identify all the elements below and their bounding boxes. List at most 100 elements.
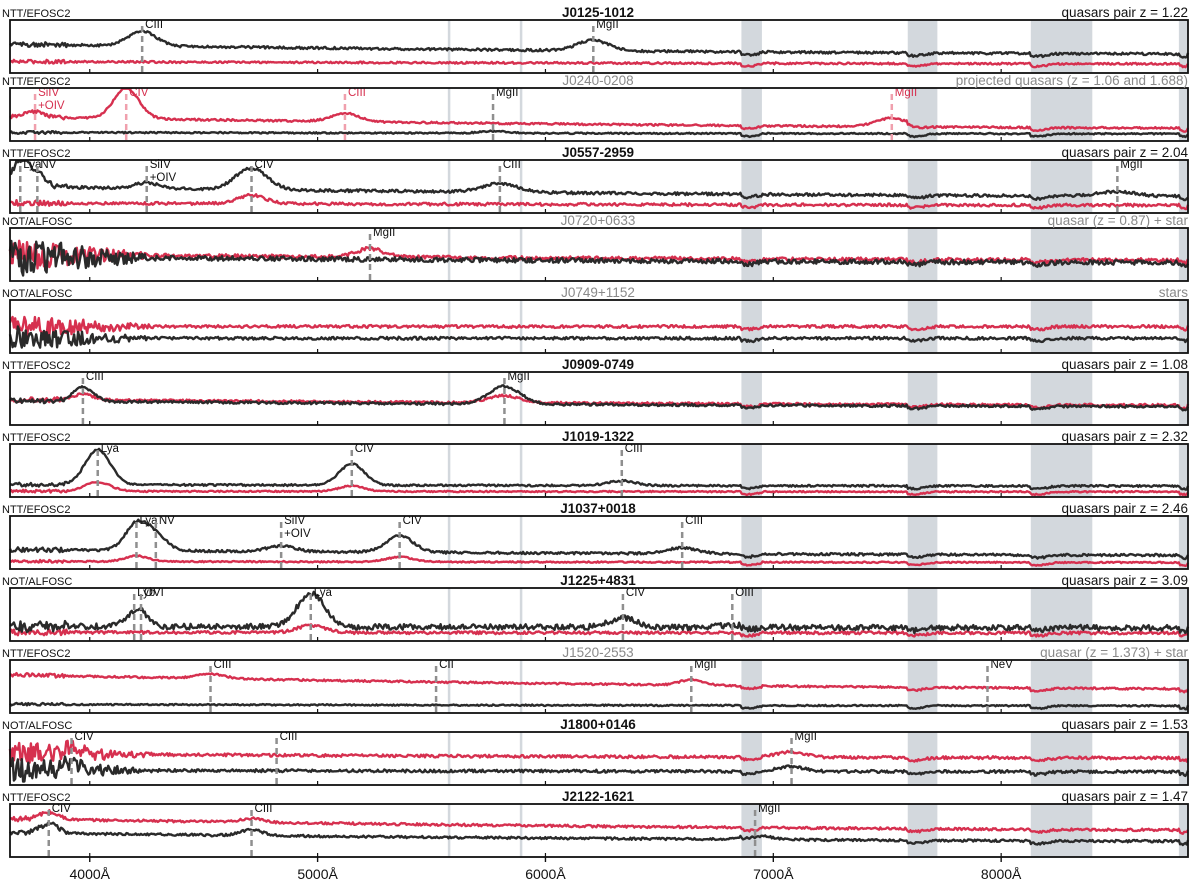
panel-j1520-2553: CIII CII MgII NeV NTT/EFOSC2 J1520-2553 quasar…: [2, 645, 1190, 714]
panel-frame: [9, 371, 1189, 426]
line-label: CIII: [255, 803, 273, 815]
instrument-label: NOT/ALFOSC: [2, 576, 72, 588]
x-tick-label: 6000Å: [525, 866, 566, 882]
line-label: CIV: [255, 159, 274, 171]
line-label: SiIV +OIV: [38, 87, 65, 112]
panel-frame: [9, 87, 1189, 142]
telluric-band-3: [1178, 444, 1188, 497]
instrument-label: NTT/EFOSC2: [2, 76, 70, 88]
telluric-band-1: [907, 160, 938, 213]
instrument-label: NOT/ALFOSC: [2, 288, 72, 300]
panel-description: quasars pair z = 1.53: [1062, 717, 1188, 732]
x-tick-label: 7000Å: [753, 866, 794, 882]
spectrum-black: [8, 518, 1190, 561]
line-label: CIV: [129, 87, 149, 99]
panel-frame: [9, 803, 1189, 858]
instrument-label: NTT/EFOSC2: [2, 8, 70, 20]
spectrum-black: [9, 701, 1190, 711]
spectrum-red: [8, 315, 1190, 338]
x-tick-label: 5000Å: [297, 866, 338, 882]
spectrum-black: [9, 755, 1190, 783]
panel-description: quasars pair z = 1.08: [1062, 357, 1188, 372]
instrument-label: NTT/EFOSC2: [2, 432, 70, 444]
panel-frame: [9, 659, 1189, 714]
spectrum-red: [9, 671, 1190, 694]
panel-j0240-0208: SiIV +OIV CIV CIII MgII MgII NTT/EFOSC2 J0240-0…: [2, 73, 1190, 142]
line-label: MgII: [496, 87, 518, 99]
telluric-band-3: [1178, 516, 1188, 569]
telluric-band-0: [741, 228, 762, 281]
panel-frame: [9, 587, 1189, 642]
line-label: MgII: [507, 371, 529, 383]
line-label: MgII: [694, 659, 716, 671]
telluric-band-0: [741, 20, 762, 73]
spectrum-black: [9, 129, 1189, 139]
panel-j0909-0749: CIII MgII NTT/EFOSC2 J0909-0749 quasars pair…: [2, 357, 1190, 426]
panel-j2122-1621: CIV CIII MgII NTT/EFOSC2 J2122-1621 quasars p…: [2, 789, 1190, 858]
panel-j0720+0633: MgII NOT/ALFOSC J0720+0633 quasar (z = 0.87…: [2, 213, 1190, 282]
line-label: CIV: [52, 803, 72, 815]
telluric-band-1: [907, 516, 938, 569]
panel-title: J2122-1621: [562, 789, 635, 804]
spectrum-black: [9, 159, 1189, 202]
panel-description: stars: [1159, 285, 1189, 300]
instrument-label: NTT/EFOSC2: [2, 792, 70, 804]
spectrum-black: [9, 447, 1190, 491]
panel-title: J0909-0749: [562, 357, 634, 372]
panel-j1800+0146: CIV CIII MgII NOT/ALFOSC J1800+0146 quasars p…: [2, 717, 1190, 786]
panel-description: projected quasars (z = 1.06 and 1.688): [956, 73, 1188, 88]
spectrum-black: [9, 29, 1190, 59]
line-label: MgII: [1120, 159, 1142, 171]
panel-title: J0749+1152: [561, 285, 635, 300]
telluric-band-2: [1030, 88, 1093, 141]
telluric-band-1: [907, 88, 938, 141]
line-label: CII: [439, 659, 454, 671]
panel-description: quasars pair z = 2.32: [1062, 429, 1188, 444]
telluric-band-0: [741, 660, 762, 713]
spectrum-black: [8, 821, 1190, 847]
panel-description: quasar (z = 1.373) + star: [1040, 645, 1188, 660]
panel-frame: [9, 443, 1189, 498]
telluric-band-3: [1178, 300, 1188, 353]
instrument-label: NOT/ALFOSC: [2, 216, 72, 228]
panel-title: J1800+0146: [560, 717, 636, 732]
line-label: MgII: [895, 87, 917, 99]
panel-j1037+0018: Lya NV SiIV +OIV CIV CIII NTT/EFOSC2 J1037+0018…: [2, 501, 1190, 570]
line-label: OVI: [144, 587, 164, 599]
panel-frame: [9, 299, 1189, 354]
line-label: CIII: [145, 19, 163, 31]
telluric-band-1: [907, 228, 938, 281]
line-label: MgII: [795, 731, 817, 743]
panel-title: J0125-1012: [562, 5, 634, 20]
instrument-label: NTT/EFOSC2: [2, 360, 70, 372]
telluric-band-3: [1178, 588, 1188, 641]
panel-frame: [9, 515, 1189, 570]
panel-frame: [9, 159, 1189, 214]
telluric-band-1: [907, 660, 938, 713]
telluric-band-0: [741, 88, 762, 141]
line-label: OIII: [735, 587, 754, 599]
telluric-band-3: [1178, 88, 1188, 141]
spectrum-red: [9, 809, 1189, 835]
panel-frame: [9, 227, 1189, 282]
panel-description: quasar (z = 0.87) + star: [1048, 213, 1189, 228]
panel-j1019-1322: Lya CIV CIII NTT/EFOSC2 J1019-1322 quasars pa…: [2, 429, 1190, 498]
x-tick-label: 4000Å: [70, 866, 111, 882]
line-label: CIV: [355, 443, 375, 455]
line-label: SiIV +OIV: [284, 515, 311, 540]
spectrum-black: [9, 590, 1190, 635]
line-label: SiIV +OIV: [150, 159, 177, 184]
spectrum-red: [10, 58, 1190, 69]
line-label: Lya: [101, 443, 120, 455]
x-tick-label: 8000Å: [981, 866, 1022, 882]
panel-description: quasars pair z = 1.22: [1062, 5, 1188, 20]
telluric-band-3: [1178, 804, 1188, 857]
spectrum-black: [8, 239, 1190, 277]
telluric-band-0: [741, 160, 762, 213]
line-label: MgII: [373, 227, 395, 239]
telluric-band-2: [1030, 516, 1093, 569]
line-label: MgII: [758, 803, 780, 815]
telluric-band-0: [741, 444, 762, 497]
line-label: Lya: [314, 587, 333, 599]
